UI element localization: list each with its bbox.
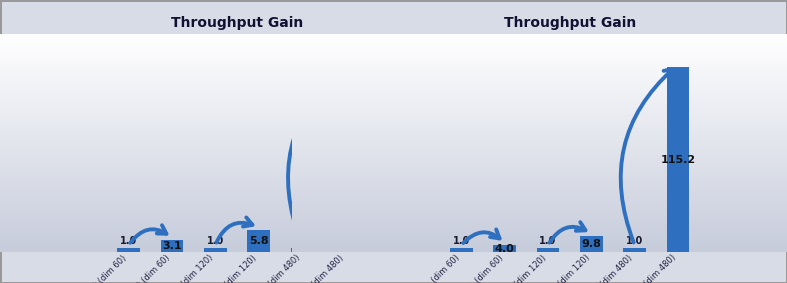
Title: Throughput Gain: Throughput Gain	[171, 16, 303, 30]
Text: 1.0: 1.0	[294, 235, 311, 246]
Bar	[580, 236, 603, 252]
Text: 48.9: 48.9	[331, 155, 359, 164]
Text: 115.2: 115.2	[660, 155, 696, 164]
Bar	[334, 67, 357, 252]
Text: 1.0: 1.0	[626, 235, 643, 246]
Text: 9.8: 9.8	[582, 239, 601, 249]
Bar	[537, 248, 560, 252]
Bar	[493, 245, 516, 252]
Bar	[117, 248, 140, 252]
Bar	[204, 248, 227, 252]
Text: 3.1: 3.1	[162, 241, 182, 251]
Bar	[667, 67, 689, 252]
Bar	[450, 248, 473, 252]
Bar	[247, 230, 270, 252]
Title: Throughput Gain: Throughput Gain	[504, 16, 636, 30]
Bar	[290, 248, 313, 252]
Text: 1.0: 1.0	[453, 235, 470, 246]
Text: 5.8: 5.8	[249, 236, 268, 246]
Text: 1.0: 1.0	[207, 235, 224, 246]
Text: 4.0: 4.0	[495, 244, 515, 254]
Bar	[623, 248, 646, 252]
Text: 1.0: 1.0	[539, 235, 556, 246]
Bar	[161, 240, 183, 252]
Text: 1.0: 1.0	[120, 235, 137, 246]
